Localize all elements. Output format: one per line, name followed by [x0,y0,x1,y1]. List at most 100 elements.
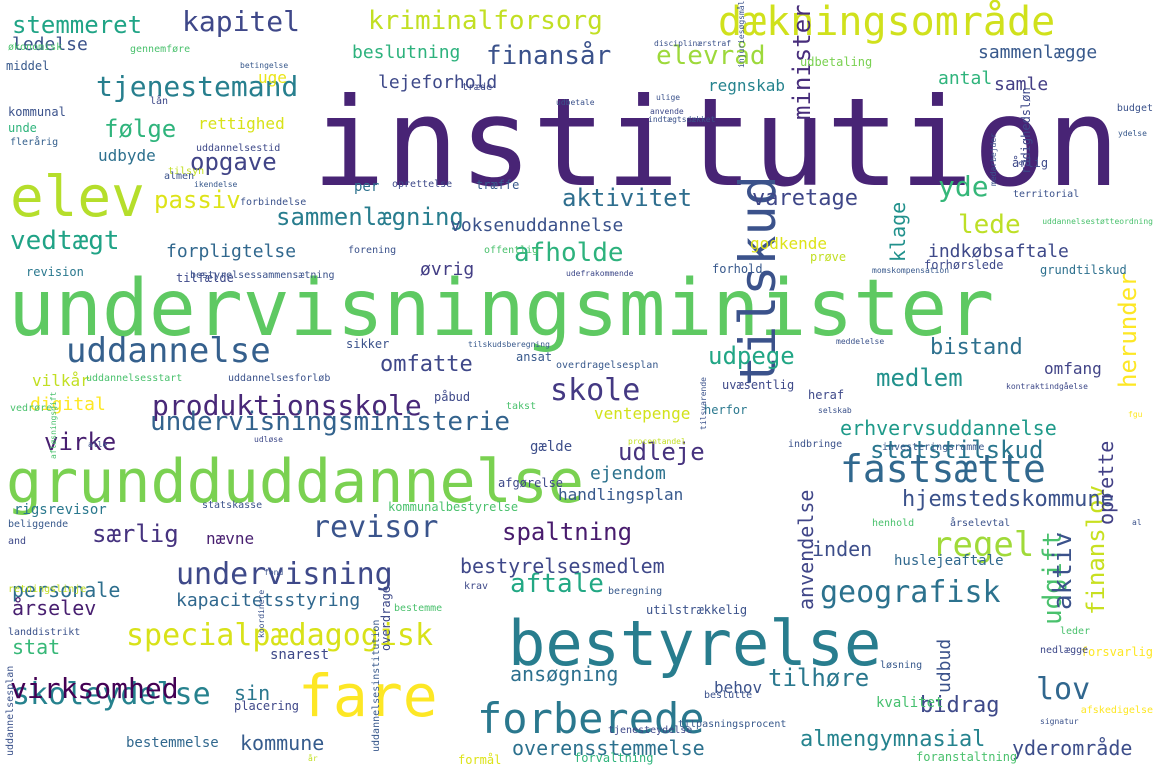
word-9: dækningsområde [718,0,1056,45]
word-73: udbud [934,638,955,693]
word-72: klage [886,201,910,262]
word-27: passiv [154,186,241,214]
word-138: henhold [872,518,915,529]
word-176: betingelse [240,61,289,70]
word-22: kapitel [182,5,301,38]
word-96: rigsrevisor [14,502,107,518]
word-89: digital [30,394,106,415]
word-135: uddannelsesforløb [228,373,331,384]
word-78: regnskab [708,76,786,95]
word-189: tilskudsberegning [468,340,550,349]
word-99: placering [234,699,300,713]
word-104: tilfælde [176,271,234,285]
word-170: træde [462,82,493,93]
word-130: investeringsramme [882,442,985,453]
word-155: leder [1060,626,1091,637]
word-108: forhørslede [924,258,1004,272]
word-36: lede [958,210,1021,240]
word-179: medarbejder [989,133,998,186]
word-67: kapacitetsstyring [176,590,361,611]
word-145: beregning [608,586,663,597]
word-39: medlem [876,364,963,392]
word-90: vilkår [32,371,90,390]
word-12: specialpædagogisk [126,618,434,653]
word-94: ventepenge [594,404,691,423]
word-50: lov [1036,672,1091,707]
word-87: indkøbsaftale [928,241,1069,262]
word-88: øvrig [420,259,475,280]
word-119: oprettelse [392,179,453,190]
word-82: rettighed [198,114,285,133]
word-151: formål [458,753,502,767]
word-75: ledelse [12,34,88,55]
word-44: bistand [930,335,1023,360]
word-23: kriminalforsorg [368,6,603,36]
word-112: unde [8,121,37,135]
word-41: herunder [1114,272,1142,388]
word-167: tilsyn [168,166,205,177]
word-98: snarest [270,647,330,663]
word-14: undervisning [176,557,393,592]
word-11: uddannelse [66,331,271,371]
word-81: sammenlægge [978,42,1098,63]
word-164: afskedigelse [1080,705,1153,716]
word-48: spaltning [502,518,633,546]
word-148: utilstrækkelig [646,603,748,617]
word-17: virksomhed [10,672,179,705]
word-79: samle [994,74,1049,95]
word-57: tilhøre [768,664,870,692]
word-161: uddannelsesplan [5,665,16,756]
word-188: meddelelse [836,337,885,346]
word-29: opgave [190,148,277,176]
word-181: budget [1116,103,1153,114]
word-113: flerårig [10,137,59,148]
word-175: disciplinærstraf [654,39,732,48]
word-132: statskasse [202,500,263,511]
word-61: yderområde [1012,736,1133,760]
word-128: heraf [808,388,845,402]
word-28: følge [104,115,177,143]
word-157: tilpasningsprocent [678,719,787,730]
word-105: revision [26,265,84,279]
word-80: antal [938,68,993,89]
word-76: beslutning [352,42,461,63]
word-140: beliggende [8,519,69,530]
word-180: årlig [1012,156,1049,170]
word-174: anvende [650,107,684,116]
word-111: middel [6,59,50,73]
word-53: aktiv [1048,531,1078,610]
word-122: prøve [810,250,847,264]
word-18: regel [932,525,1035,565]
word-186: momskompensation [872,266,950,275]
word-13: skoleydelse [12,677,211,712]
word-118: per [354,179,380,195]
word-33: vedtægt [10,226,120,256]
word-182: ydelse [1118,129,1147,138]
word-64: bestyrelsesmedlem [460,554,665,578]
word-158: tjenesteydelse [608,725,693,736]
word-129: indbringe [788,439,843,450]
word-32: varetage [752,186,858,211]
word-24: stemmeret [12,11,143,39]
word-49: aftale [510,569,604,599]
word-162: uddannelsesinstitution [371,619,382,752]
word-146: krav [464,581,489,592]
word-86: godkende [750,234,828,253]
word-42: udpege [708,342,795,370]
word-168: almen [164,171,195,182]
word-15: produktionsskole [152,389,422,422]
word-1: institution [312,72,1120,214]
word-110: kommunal [8,105,66,119]
word-185: forening [348,245,397,256]
word-92: handlingsplan [558,485,684,504]
word-34: afholde [514,238,624,268]
word-70: inden [812,537,873,561]
word-77: lejeforhold [378,72,498,93]
word-171: ulige [656,93,681,102]
word-134: uddannelsesstart [86,373,183,384]
word-71: oprette [1094,440,1118,525]
word-65: personale [12,578,121,602]
word-38: skole [550,373,641,408]
word-192: udløse [254,435,283,444]
word-68: stat [12,635,61,659]
